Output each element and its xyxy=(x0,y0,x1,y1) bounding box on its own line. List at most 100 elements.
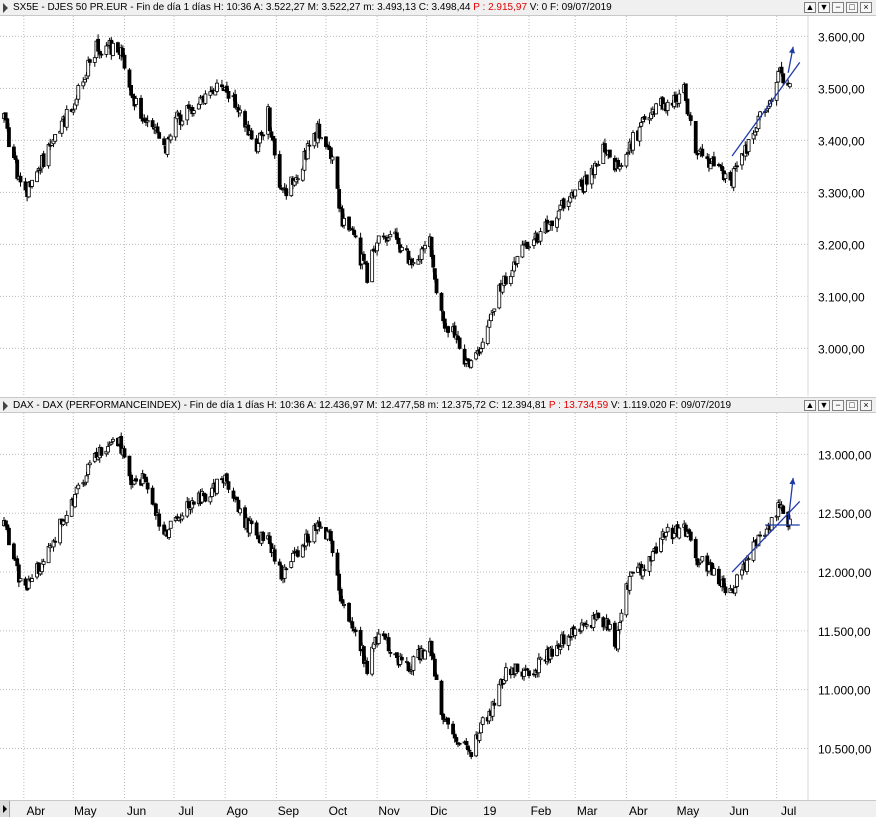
candle-body xyxy=(145,482,150,490)
candle-body xyxy=(106,446,110,453)
candle-body xyxy=(41,561,46,565)
minimize-button[interactable]: − xyxy=(832,400,844,411)
candle-body xyxy=(665,101,670,111)
y-tick-label: 3.600,00 xyxy=(818,30,865,44)
dax-chart[interactable]: 13.000,00 12.500,00 12.000,00 11.500,00 11.0… xyxy=(0,413,876,800)
trendline[interactable] xyxy=(731,62,801,157)
move-up-button[interactable]: ▲ xyxy=(804,2,816,13)
candle-body xyxy=(612,622,617,647)
candle-body xyxy=(480,341,485,349)
candle-body xyxy=(720,166,725,172)
candle-body xyxy=(619,612,624,622)
y-tick-label: 12.000,00 xyxy=(818,566,872,580)
candle-body xyxy=(155,126,160,133)
candle-body xyxy=(746,558,751,561)
candle-body xyxy=(769,517,774,531)
candle-body xyxy=(467,749,472,752)
pane-menu-icon[interactable] xyxy=(3,3,8,13)
dax-pane-title: DAX - DAX (PERFORMANCEINDEX) - Fin de dí… xyxy=(13,400,731,411)
candle-body xyxy=(395,652,399,658)
candle-body xyxy=(272,138,277,156)
candle-body xyxy=(350,621,355,629)
candle-body xyxy=(300,544,305,558)
sx5e-title-right: V: 0 F: 09/07/2019 xyxy=(527,2,612,13)
candle-body xyxy=(342,218,346,226)
candle-body xyxy=(109,442,114,445)
move-down-button[interactable]: ▼ xyxy=(818,400,830,411)
candle-body xyxy=(485,325,490,344)
candle-body xyxy=(243,111,247,128)
candle-body xyxy=(139,97,143,119)
candle-body xyxy=(556,210,561,220)
candle-body xyxy=(317,123,322,139)
candle-body xyxy=(99,53,104,56)
candle-body xyxy=(639,122,644,127)
candle-body xyxy=(267,535,272,544)
candle-body xyxy=(92,57,97,63)
candle-body xyxy=(74,98,79,106)
minimize-button[interactable]: − xyxy=(832,2,844,13)
projection-arrow[interactable] xyxy=(787,477,794,522)
arrow-head-icon xyxy=(789,477,796,485)
candle-body xyxy=(76,484,81,490)
month-label: Jul xyxy=(780,804,797,818)
candle-body xyxy=(81,81,86,87)
candle-body xyxy=(688,115,693,121)
candle-body xyxy=(342,604,346,606)
month-label: Feb xyxy=(530,804,552,818)
close-button[interactable]: × xyxy=(860,400,872,411)
candle-body xyxy=(254,522,259,536)
y-tick-label: 13.000,00 xyxy=(818,448,872,462)
close-button[interactable]: × xyxy=(860,2,872,13)
candle-body xyxy=(787,83,792,88)
candle-body xyxy=(249,520,254,525)
month-label: Jun xyxy=(126,804,147,818)
candle-body xyxy=(388,651,393,654)
candle-body xyxy=(87,462,92,466)
move-up-button[interactable]: ▲ xyxy=(804,400,816,411)
candle-body xyxy=(319,137,323,140)
candle-body xyxy=(723,586,728,594)
scroll-left-button[interactable] xyxy=(0,801,10,817)
candle-body xyxy=(441,713,446,720)
candle-body xyxy=(144,476,148,483)
pane-menu-icon[interactable] xyxy=(3,401,8,411)
candle-body xyxy=(15,159,20,179)
candle-body xyxy=(73,494,77,508)
y-tick-label: 12.500,00 xyxy=(818,507,872,521)
candle-body xyxy=(353,235,358,238)
candle-body xyxy=(776,71,781,83)
candles xyxy=(2,34,792,369)
candle-body xyxy=(477,732,482,741)
candle-body xyxy=(538,231,543,242)
candle-body xyxy=(718,164,723,167)
candle-body xyxy=(150,120,155,128)
candle-body xyxy=(683,83,688,101)
candle-body xyxy=(358,237,363,266)
candle-body xyxy=(282,566,287,579)
candle-body xyxy=(238,508,242,514)
candle-body xyxy=(370,646,375,675)
move-down-button[interactable]: ▼ xyxy=(818,2,830,13)
candle-body xyxy=(596,612,601,619)
dax-title-right: V: 1.119.020 F: 09/07/2019 xyxy=(608,400,732,411)
candle-body xyxy=(370,249,375,283)
candle-body xyxy=(18,578,23,582)
candle-body xyxy=(740,569,744,576)
candle-body xyxy=(203,93,208,104)
sx5e-chart[interactable]: 3.600,00 3.500,00 3.400,00 3.300,00 3.200,00… xyxy=(0,16,876,396)
candle-body xyxy=(641,567,645,577)
candle-body xyxy=(584,174,589,185)
candle-body xyxy=(71,109,76,113)
candle-body xyxy=(687,113,692,116)
candle-body xyxy=(624,153,629,167)
maximize-button[interactable]: □ xyxy=(846,400,858,411)
candle-body xyxy=(191,501,196,505)
maximize-button[interactable]: □ xyxy=(846,2,858,13)
candle-body xyxy=(40,563,44,573)
sx5e-pane-title: SX5E - DJES 50 PR.EUR - Fin de día 1 día… xyxy=(13,2,612,13)
trendline[interactable] xyxy=(731,501,801,573)
candle-body xyxy=(464,741,469,745)
candle-body xyxy=(454,737,459,742)
candle-body xyxy=(375,242,380,252)
